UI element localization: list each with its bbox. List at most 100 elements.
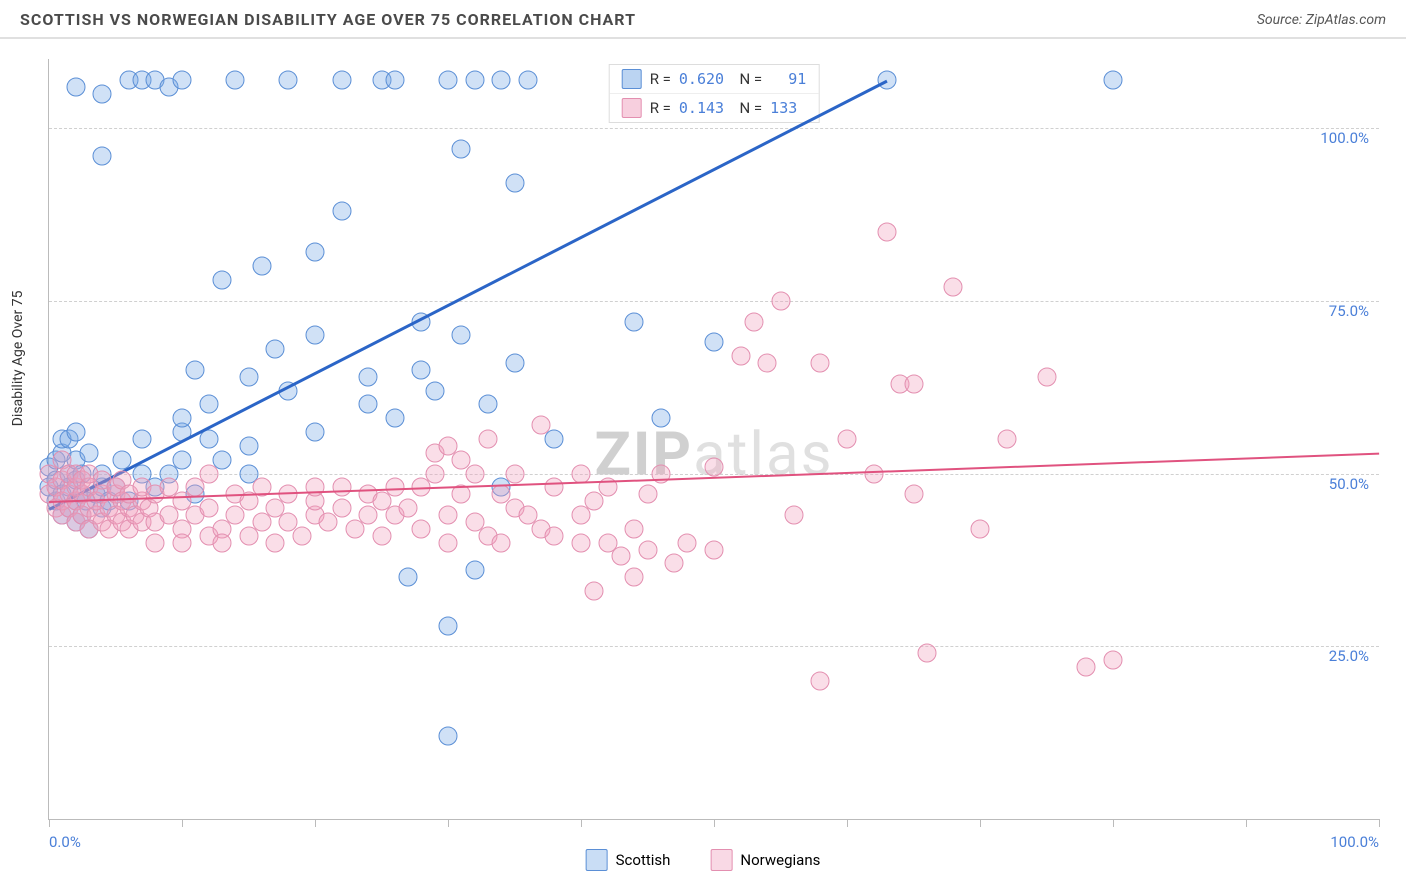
data-point: [545, 430, 564, 449]
x-tick: [847, 819, 848, 827]
data-point: [638, 540, 657, 559]
data-point: [292, 526, 311, 545]
data-point: [611, 547, 630, 566]
data-point: [532, 416, 551, 435]
x-tick: [315, 819, 316, 827]
data-point: [678, 533, 697, 552]
legend-label: Norwegians: [740, 851, 820, 869]
swatch-scottish: [586, 849, 608, 871]
data-point: [93, 146, 112, 165]
y-tick-label: 50.0%: [1329, 475, 1369, 493]
data-point: [452, 139, 471, 158]
legend-item-scottish: Scottish: [586, 849, 671, 871]
data-point: [625, 568, 644, 587]
data-point: [239, 436, 258, 455]
data-point: [971, 519, 990, 538]
legend-r-label: R =: [650, 99, 671, 117]
legend-n-label: N =: [732, 99, 762, 117]
data-point: [838, 430, 857, 449]
data-point: [705, 540, 724, 559]
x-tick: [448, 819, 449, 827]
data-point: [997, 430, 1016, 449]
x-tick: [1113, 819, 1114, 827]
x-tick: [1246, 819, 1247, 827]
data-point: [439, 727, 458, 746]
data-point: [226, 70, 245, 89]
data-point: [452, 326, 471, 345]
x-tick-label: 0.0%: [49, 833, 81, 851]
data-point: [425, 464, 444, 483]
data-point: [771, 291, 790, 310]
data-point: [784, 506, 803, 525]
data-point: [1104, 70, 1123, 89]
data-point: [545, 526, 564, 545]
legend-n-label: N =: [732, 70, 762, 88]
x-tick: [182, 819, 183, 827]
legend-r-label: R =: [650, 70, 671, 88]
data-point: [518, 70, 537, 89]
data-point: [306, 478, 325, 497]
data-point: [66, 77, 85, 96]
chart-container: SCOTTISH VS NORWEGIAN DISABILITY AGE OVE…: [0, 0, 1406, 892]
chart-area: Disability Age Over 75 ZIPatlas R = 0.62…: [0, 39, 1406, 879]
x-tick-label: 100.0%: [1330, 833, 1379, 851]
data-point: [917, 644, 936, 663]
data-point: [505, 174, 524, 193]
legend-n-value: 91: [770, 70, 806, 88]
gridline: [49, 646, 1379, 647]
data-point: [545, 478, 564, 497]
gridline: [49, 128, 1379, 129]
data-point: [332, 202, 351, 221]
data-point: [877, 70, 896, 89]
data-point: [212, 271, 231, 290]
data-point: [572, 533, 591, 552]
legend-item-norwegians: Norwegians: [710, 849, 820, 871]
data-point: [744, 312, 763, 331]
data-point: [465, 561, 484, 580]
data-point: [66, 423, 85, 442]
x-tick: [49, 819, 50, 827]
legend-r-value: 0.143: [679, 99, 724, 117]
data-point: [385, 70, 404, 89]
swatch-norwegians: [710, 849, 732, 871]
legend-n-value: 133: [770, 99, 797, 117]
legend-r-value: 0.620: [679, 70, 724, 88]
data-point: [173, 70, 192, 89]
data-point: [439, 533, 458, 552]
data-point: [146, 533, 165, 552]
data-point: [904, 374, 923, 393]
data-point: [173, 450, 192, 469]
data-point: [758, 354, 777, 373]
data-point: [625, 519, 644, 538]
data-point: [306, 243, 325, 262]
data-point: [332, 499, 351, 518]
data-point: [439, 70, 458, 89]
data-point: [359, 395, 378, 414]
data-point: [505, 464, 524, 483]
data-point: [212, 533, 231, 552]
data-point: [877, 222, 896, 241]
plot-area: ZIPatlas R = 0.620 N = 91 R = 0.143 N = …: [48, 59, 1379, 820]
data-point: [199, 464, 218, 483]
data-point: [705, 457, 724, 476]
data-point: [705, 333, 724, 352]
data-point: [625, 312, 644, 331]
data-point: [665, 554, 684, 573]
data-point: [425, 381, 444, 400]
swatch-norwegians: [622, 98, 642, 118]
data-point: [731, 347, 750, 366]
data-point: [944, 278, 963, 297]
data-point: [864, 464, 883, 483]
y-tick-label: 75.0%: [1329, 302, 1369, 320]
data-point: [239, 367, 258, 386]
gridline: [49, 301, 1379, 302]
data-point: [465, 70, 484, 89]
data-point: [252, 257, 271, 276]
data-point: [133, 430, 152, 449]
data-point: [439, 616, 458, 635]
legend-row-norwegians: R = 0.143 N = 133: [610, 94, 819, 122]
data-point: [93, 84, 112, 103]
data-point: [199, 499, 218, 518]
legend-label: Scottish: [616, 851, 671, 869]
data-point: [79, 443, 98, 462]
